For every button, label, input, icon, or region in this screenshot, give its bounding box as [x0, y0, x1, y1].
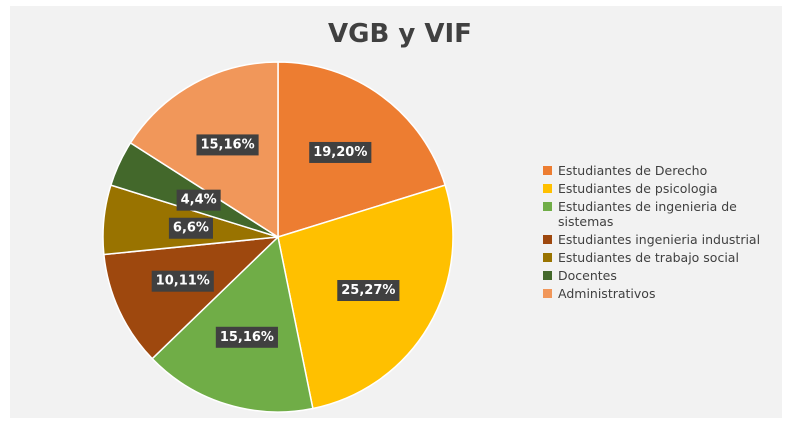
- data-label-text: 15,16%: [220, 330, 274, 345]
- data-label: 19,20%: [309, 141, 372, 163]
- data-label-box: [196, 134, 259, 156]
- data-label: 15,16%: [196, 134, 259, 156]
- legend-swatch: [543, 166, 552, 175]
- legend-item: Docentes: [543, 268, 779, 283]
- legend: Estudiantes de Derecho Estudiantes de psi…: [543, 163, 779, 304]
- legend-swatch: [543, 184, 552, 193]
- data-label-text: 19,20%: [313, 145, 367, 160]
- legend-swatch: [543, 271, 552, 280]
- legend-item: Estudiantes de psicologia: [543, 181, 779, 196]
- legend-label: Estudiantes de Derecho: [558, 163, 708, 178]
- data-label-text: 25,27%: [341, 283, 395, 298]
- data-label-text: 6,6%: [173, 221, 209, 236]
- legend-label: Estudiantes de ingenieria de sistemas: [558, 199, 737, 229]
- pie-slice: [103, 236, 281, 360]
- legend-label: Estudiantes de psicologia: [558, 181, 718, 196]
- legend-swatch: [543, 202, 552, 211]
- data-label: 4,4%: [176, 189, 221, 211]
- data-label: 25,27%: [337, 280, 400, 302]
- data-label: 15,16%: [215, 326, 278, 348]
- data-label-box: [168, 217, 213, 239]
- legend-item: Estudiantes de ingenieria de sistemas: [543, 199, 779, 229]
- legend-swatch: [543, 289, 552, 298]
- data-label-text: 4,4%: [181, 193, 217, 208]
- data-label-box: [151, 270, 214, 292]
- legend-swatch: [543, 253, 552, 262]
- data-label: 10,11%: [151, 270, 214, 292]
- legend-label: Administrativos: [558, 286, 656, 301]
- legend-item: Estudiantes de Derecho: [543, 163, 779, 178]
- data-label-box: [176, 189, 221, 211]
- data-label-box: [309, 141, 372, 163]
- legend-swatch: [543, 235, 552, 244]
- legend-item: Estudiantes de trabajo social: [543, 250, 779, 265]
- data-label-box: [215, 326, 278, 348]
- legend-label: Estudiantes de trabajo social: [558, 250, 739, 265]
- legend-item: Administrativos: [543, 286, 779, 301]
- data-label-text: 10,11%: [156, 274, 210, 289]
- data-label: 6,6%: [168, 217, 213, 239]
- data-label-box: [337, 280, 400, 302]
- data-label-text: 15,16%: [200, 137, 254, 152]
- legend-label: Docentes: [558, 268, 617, 283]
- pie-slice: [151, 235, 314, 413]
- legend-item: Estudiantes ingenieria industrial: [543, 232, 779, 247]
- chart-title: VGB y VIF: [328, 19, 472, 49]
- legend-label: Estudiantes ingenieria industrial: [558, 232, 761, 247]
